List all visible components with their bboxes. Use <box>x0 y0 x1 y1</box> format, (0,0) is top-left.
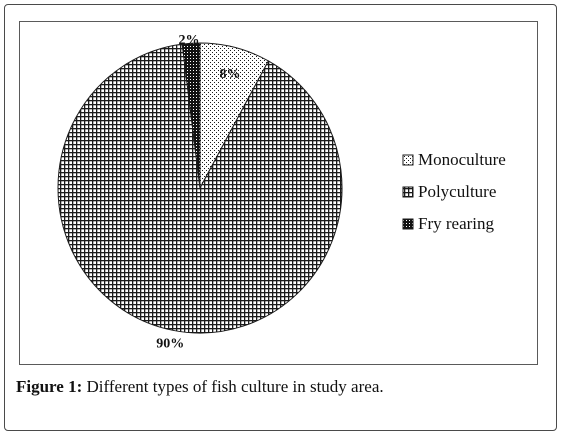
slice-label-polyculture: 90% <box>156 337 184 352</box>
pie-slice-polyculture <box>57 43 343 334</box>
legend-swatch-polyculture <box>402 186 414 198</box>
legend-label-polyculture: Polyculture <box>418 182 496 201</box>
legend-label-monoculture: Monoculture <box>418 150 506 169</box>
pie-slice-fry-rearing <box>181 42 201 189</box>
legend-swatch-monoculture <box>402 154 414 166</box>
slice-label-fry-rearing: 2% <box>179 33 200 48</box>
caption-text: Different types of fish culture in study… <box>82 377 384 396</box>
legend-swatch-fry-rearing <box>402 218 414 230</box>
slice-label-monoculture: 8% <box>220 67 241 82</box>
figure-caption: Figure 1: Different types of fish cultur… <box>16 377 536 397</box>
legend-label-fry-rearing: Fry rearing <box>418 214 495 233</box>
caption-label: Figure 1: <box>16 377 83 396</box>
